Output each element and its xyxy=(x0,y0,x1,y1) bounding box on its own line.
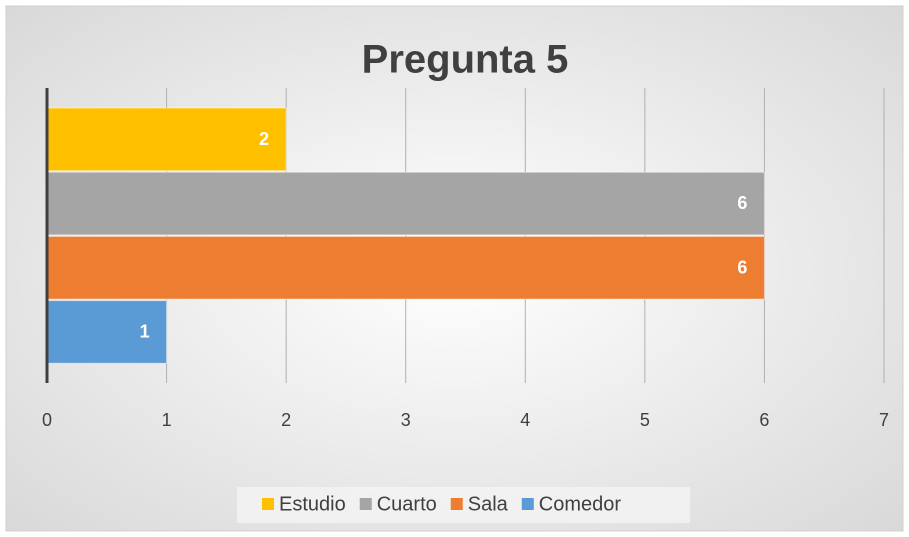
x-tick-label: 1 xyxy=(162,410,172,430)
x-tick-label: 3 xyxy=(401,410,411,430)
bar xyxy=(46,171,765,236)
data-label: 6 xyxy=(737,193,747,213)
legend-label: Estudio xyxy=(279,493,346,515)
legend-swatch xyxy=(450,498,463,510)
data-label: 2 xyxy=(259,129,269,149)
legend-swatch xyxy=(262,498,274,510)
x-tick-label: 5 xyxy=(640,410,650,430)
legend-swatch xyxy=(521,498,534,510)
x-tick-label: 6 xyxy=(759,410,769,430)
legend-swatch xyxy=(359,498,372,510)
bar xyxy=(46,107,287,172)
x-tick-label: 7 xyxy=(879,410,889,430)
legend-label: Comedor xyxy=(539,493,622,515)
x-tick-label: 0 xyxy=(42,410,52,430)
bar xyxy=(46,235,765,300)
chart-title: Pregunta 5 xyxy=(362,38,569,82)
x-tick-label: 4 xyxy=(520,410,530,430)
legend-label: Sala xyxy=(468,493,509,515)
data-label: 6 xyxy=(737,257,747,277)
bar xyxy=(46,300,168,364)
legend-box xyxy=(237,487,690,523)
data-label: 1 xyxy=(140,321,150,341)
legend-label: Cuarto xyxy=(377,493,437,515)
x-tick-label: 2 xyxy=(281,410,291,430)
